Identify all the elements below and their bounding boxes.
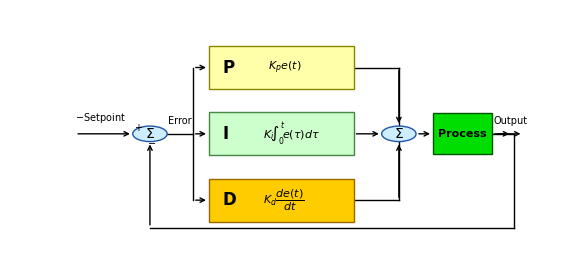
FancyBboxPatch shape xyxy=(209,179,354,222)
Text: $\mathbf{P}$: $\mathbf{P}$ xyxy=(223,59,236,77)
FancyBboxPatch shape xyxy=(209,112,354,155)
FancyBboxPatch shape xyxy=(209,46,354,89)
Text: $\mathbf{D}$: $\mathbf{D}$ xyxy=(223,191,237,209)
Text: Error: Error xyxy=(168,116,192,126)
FancyBboxPatch shape xyxy=(433,113,492,154)
Text: Output: Output xyxy=(494,116,528,126)
Text: $\mathbf{I}$: $\mathbf{I}$ xyxy=(223,125,229,143)
Circle shape xyxy=(133,126,167,142)
Circle shape xyxy=(382,126,416,142)
Text: $\Sigma$: $\Sigma$ xyxy=(394,127,404,141)
Text: +: + xyxy=(134,123,142,133)
Text: $K_p e(t)$: $K_p e(t)$ xyxy=(267,59,301,76)
Text: $K_d\dfrac{de(t)}{dt}$: $K_d\dfrac{de(t)}{dt}$ xyxy=(263,187,305,213)
Text: $\Sigma$: $\Sigma$ xyxy=(145,127,155,141)
Text: $K_i\!\int_0^t\! e(\tau)d\tau$: $K_i\!\int_0^t\! e(\tau)d\tau$ xyxy=(263,120,320,148)
Text: $-$: $-$ xyxy=(147,137,157,147)
Text: $-$Setpoint: $-$Setpoint xyxy=(75,111,126,125)
Text: Process: Process xyxy=(438,129,486,139)
